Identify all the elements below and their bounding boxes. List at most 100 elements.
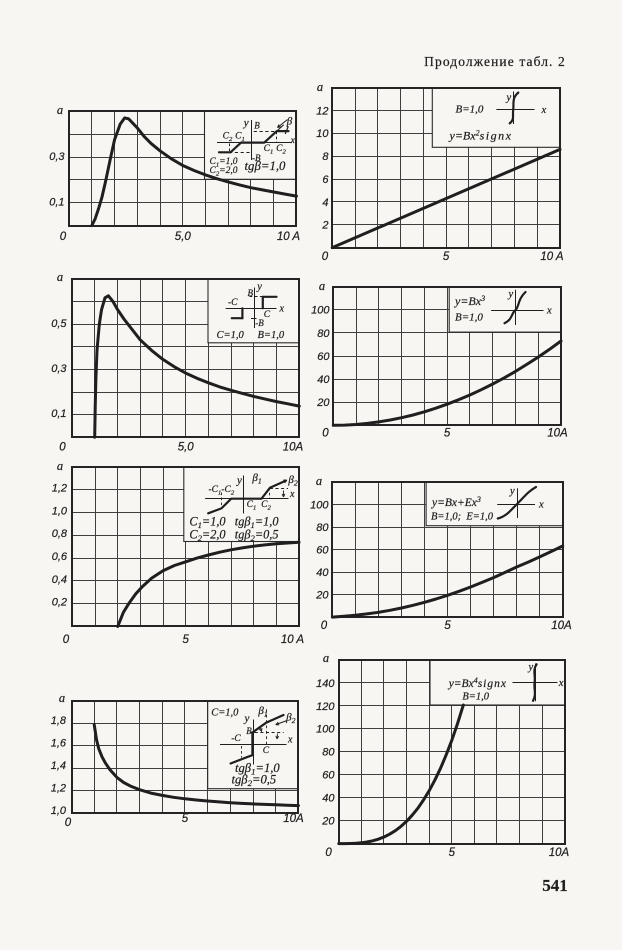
svg-text:C1: C1 [235,131,245,143]
svg-text:0,3: 0,3 [51,363,67,375]
svg-text:y=Bx3: y=Bx3 [454,294,485,308]
svg-text:-C: -C [228,298,238,308]
svg-text:100: 100 [311,305,330,317]
svg-text:0,3: 0,3 [49,151,65,163]
svg-text:60: 60 [317,351,330,363]
svg-text:0: 0 [322,251,329,263]
svg-text:20: 20 [316,397,330,409]
svg-text:x: x [538,500,544,511]
svg-text:0: 0 [59,442,66,454]
svg-text:10A: 10A [547,428,568,440]
svg-text:tgβ=1,0: tgβ=1,0 [245,159,287,173]
svg-text:C2=2,0: C2=2,0 [210,166,238,178]
svg-text:10A: 10A [283,442,304,454]
svg-text:10A: 10A [283,813,304,825]
svg-text:C: C [264,310,271,320]
svg-text:10 A: 10 A [277,231,301,243]
svg-text:10A: 10A [549,847,570,859]
svg-text:y: y [243,117,249,129]
svg-text:0,8: 0,8 [52,528,68,540]
svg-text:y: y [509,486,515,497]
svg-text:10 A: 10 A [281,634,305,646]
svg-text:10: 10 [316,128,329,140]
svg-text:a: a [323,651,329,665]
svg-text:y: y [236,475,242,487]
svg-text:0: 0 [65,817,72,829]
svg-text:5: 5 [444,428,451,440]
svg-text:1,0: 1,0 [51,805,67,817]
svg-text:2: 2 [321,220,328,232]
svg-text:tgβ2=0,5: tgβ2=0,5 [232,773,277,789]
svg-text:20: 20 [315,590,329,602]
svg-text:C2: C2 [223,131,233,143]
svg-text:140: 140 [316,678,335,690]
svg-text:β2: β2 [287,474,297,488]
svg-text:β1: β1 [257,705,267,719]
svg-text:-B: -B [255,318,264,328]
svg-text:5: 5 [182,634,189,646]
svg-text:B=1,0; E=1,0: B=1,0; E=1,0 [431,512,494,523]
svg-text:0: 0 [321,620,328,632]
svg-text:C1: C1 [264,144,274,156]
svg-text:C: C [263,746,270,756]
svg-text:x: x [287,735,293,746]
svg-text:0: 0 [325,847,332,859]
svg-text:C=1,0: C=1,0 [211,708,239,719]
svg-text:541: 541 [542,876,568,895]
svg-text:1,2: 1,2 [51,783,66,795]
svg-text:a: a [317,80,323,94]
svg-text:1,6: 1,6 [51,738,67,750]
svg-text:y=Bx4signx: y=Bx4signx [448,676,507,690]
svg-text:40: 40 [322,793,335,805]
svg-text:0,6: 0,6 [52,551,68,563]
svg-text:B=1,0: B=1,0 [456,104,484,116]
svg-text:a: a [319,279,325,293]
svg-text:B: B [246,726,252,736]
svg-text:4: 4 [322,197,328,209]
svg-text:10 A: 10 A [540,251,564,263]
svg-text:B: B [254,121,260,131]
svg-text:C2: C2 [276,144,286,156]
svg-text:Продолжение табл. 2: Продолжение табл. 2 [424,54,566,69]
svg-text:y: y [528,662,534,673]
svg-text:B: B [248,288,254,298]
svg-text:y: y [508,289,514,300]
svg-text:-C1-C2: -C1-C2 [209,485,235,497]
svg-text:x: x [541,105,547,116]
svg-text:60: 60 [316,545,329,557]
svg-text:a: a [59,691,65,705]
svg-text:5,0: 5,0 [175,231,192,243]
svg-text:x: x [279,304,285,315]
svg-text:a: a [57,270,63,284]
svg-text:y: y [256,281,262,292]
svg-text:a: a [57,103,63,117]
svg-text:5,0: 5,0 [178,442,195,454]
svg-text:0,5: 0,5 [51,318,67,330]
svg-text:-C: -C [231,734,241,744]
svg-text:80: 80 [322,747,335,759]
svg-text:60: 60 [322,770,335,782]
svg-text:y: y [244,712,250,724]
svg-text:1,8: 1,8 [51,715,67,727]
svg-text:x: x [546,306,552,317]
svg-text:x: x [558,678,564,689]
svg-text:C2: C2 [261,500,271,512]
svg-text:100: 100 [310,500,329,512]
svg-text:C1: C1 [247,500,257,512]
svg-text:y=Bx+Ex3: y=Bx+Ex3 [431,495,481,509]
svg-text:8: 8 [322,151,329,163]
svg-text:40: 40 [316,567,329,579]
svg-text:40: 40 [317,374,330,386]
svg-text:0,1: 0,1 [51,408,66,420]
svg-text:B=1,0: B=1,0 [455,312,483,324]
svg-text:C=1,0: C=1,0 [217,330,245,341]
svg-text:20: 20 [321,816,335,828]
svg-text:-B: -B [252,153,261,163]
svg-text:C2=2,0 tgβ2=0,5: C2=2,0 tgβ2=0,5 [189,528,278,544]
svg-text:100: 100 [316,724,335,736]
svg-text:x: x [290,136,296,146]
svg-text:tgβ1=1,0: tgβ1=1,0 [235,761,280,777]
svg-text:β: β [286,115,293,127]
svg-text:80: 80 [316,522,329,534]
svg-text:a: a [316,474,322,488]
